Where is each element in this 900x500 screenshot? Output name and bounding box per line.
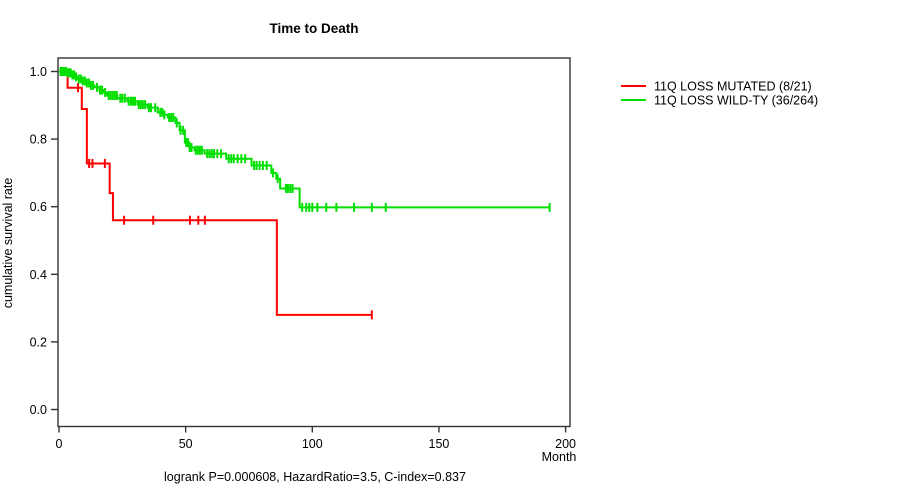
y-tick-label: 0.8	[30, 133, 47, 147]
x-tick-label: 50	[179, 437, 193, 451]
legend: 11Q LOSS MUTATED (8/21) 11Q LOSS WILD-TY…	[621, 80, 818, 108]
x-axis-label: Month	[542, 450, 577, 464]
chart-title: Time to Death	[269, 21, 358, 36]
plot-border	[57, 57, 571, 428]
survival-curve-0	[59, 70, 372, 316]
x-tick-label: 0	[56, 437, 63, 451]
y-tick-label: 0.0	[30, 403, 47, 417]
x-tick-label: 150	[429, 437, 450, 451]
survival-curve-1	[59, 70, 550, 209]
y-tick-label: 0.6	[30, 200, 47, 214]
plot-area: 0 50 100 150 200 1.0 0.8 0.6 0.4 0.2 0.0	[30, 57, 576, 451]
y-tick-label: 1.0	[30, 65, 47, 79]
y-tick-label: 0.2	[30, 335, 47, 349]
legend-label-mutated: 11Q LOSS MUTATED (8/21)	[654, 80, 812, 94]
legend-label-wildtype: 11Q LOSS WILD-TY (36/264)	[654, 94, 818, 108]
y-tick-label: 0.4	[30, 268, 47, 282]
x-tick-label: 100	[302, 437, 323, 451]
x-tick-label: 200	[555, 437, 576, 451]
stats-annotation: logrank P=0.000608, HazardRatio=3.5, C-i…	[164, 470, 466, 484]
y-axis-label: cumulative survival rate	[1, 178, 15, 309]
